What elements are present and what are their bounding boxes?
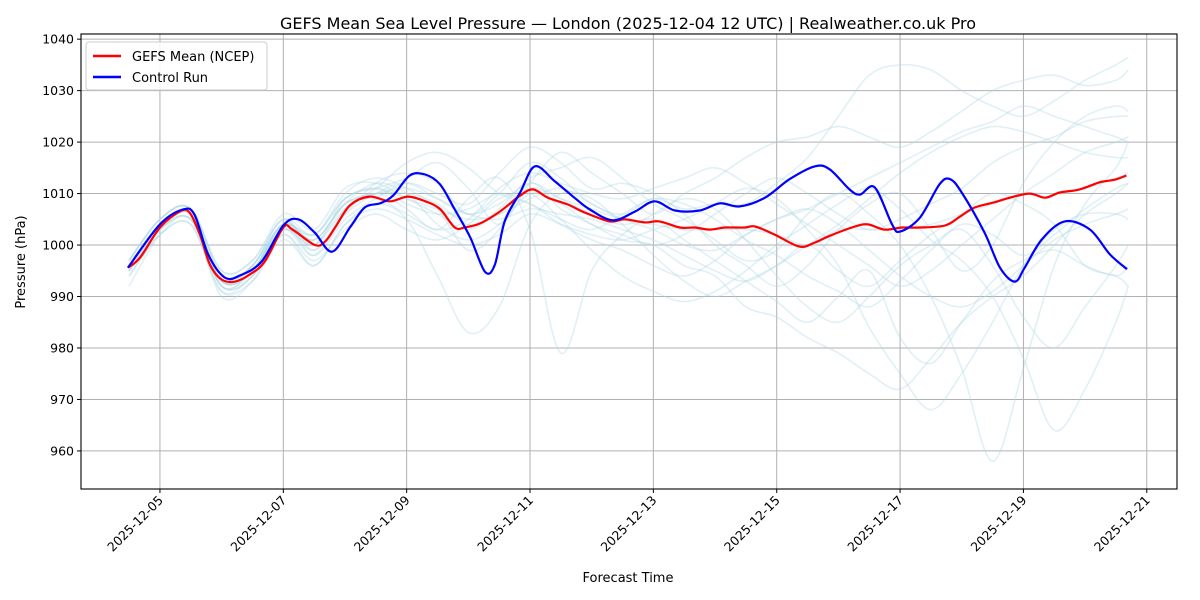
ensemble-member-line-3 [128,69,1129,281]
ensemble-member-line-7 [128,141,1130,462]
ensemble-member-line-4 [128,191,1129,335]
ensemble-member-line-2 [128,56,1129,291]
ensemble-member-line-9 [128,105,1129,286]
ensemble-member-line-16 [128,125,1129,286]
gefs-mean-ncep-line [127,174,1127,284]
plot-area [81,34,1177,489]
legend-label-control-run: Control Run [132,71,208,86]
y-tick-label: 1030 [42,83,74,98]
y-tick-label: 960 [50,443,74,458]
ensemble-member-line-15 [128,187,1129,411]
y-tick-label: 1040 [42,32,74,47]
control-run-line [127,164,1128,283]
y-tick-label: 1010 [42,186,74,201]
y-axis: 960 970 980 990 1000 1010 1020 1030 1040 [42,32,81,458]
legend-label-gefs-mean: GEFS Mean (NCEP) [132,50,254,65]
y-tick-label: 1020 [42,135,74,150]
x-axis-label: Forecast Time [583,571,674,586]
legend: GEFS Mean (NCEP) Control Run [85,41,268,91]
series-lines [127,164,1128,284]
ensemble-member-line-10 [128,176,1129,354]
ensemble-member-line-17 [128,187,1129,308]
y-tick-label: 980 [50,340,74,355]
y-tick-label: 1000 [42,238,74,253]
ensemble-member-line-11 [128,136,1129,288]
ensemble-member-line-5 [128,177,1129,391]
y-tick-label: 970 [50,392,74,407]
axes-frame [80,33,1178,490]
ensemble-member-line-14 [128,182,1129,308]
y-tick-label: 990 [50,289,74,304]
legend-box [85,41,268,91]
y-axis-label: Pressure (hPa) [14,215,29,308]
ensemble-member-line-8 [128,187,1130,432]
grid [81,34,1177,489]
ensemble-member-line-13 [128,115,1129,290]
chart-title: GEFS Mean Sea Level Pressure — London (2… [280,14,976,33]
